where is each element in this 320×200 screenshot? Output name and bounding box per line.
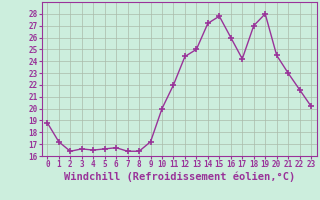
X-axis label: Windchill (Refroidissement éolien,°C): Windchill (Refroidissement éolien,°C)	[64, 172, 295, 182]
